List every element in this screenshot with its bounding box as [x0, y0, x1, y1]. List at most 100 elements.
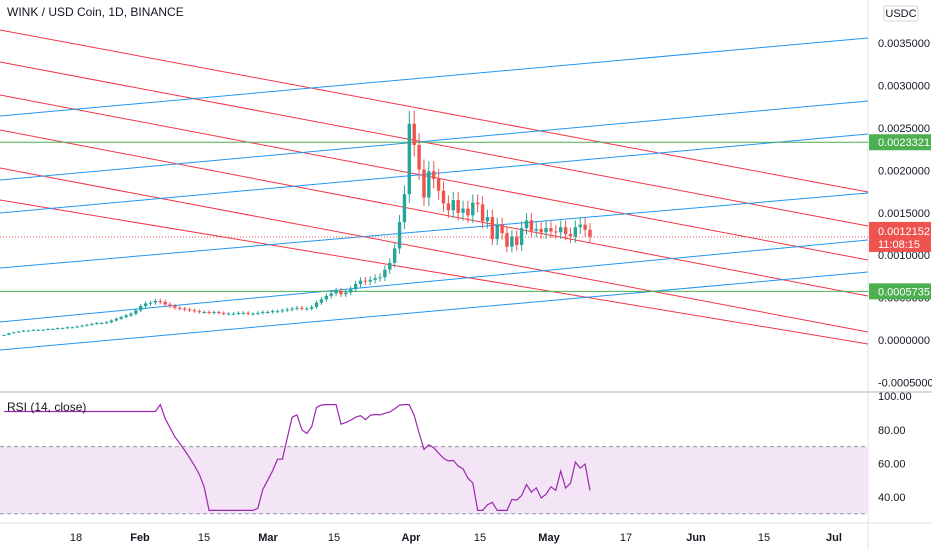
blue-trend-line[interactable]	[0, 37, 869, 117]
candle-body	[373, 278, 377, 280]
candle-body	[51, 328, 55, 330]
candle-body	[329, 293, 333, 296]
candle-body	[568, 234, 573, 237]
candle-body	[510, 236, 514, 247]
candle-body	[65, 327, 70, 329]
candle-body	[90, 323, 94, 325]
red-trend-line[interactable]	[0, 29, 869, 193]
candle-body	[480, 204, 485, 222]
candle-body	[31, 329, 36, 331]
blue-trend-line[interactable]	[0, 239, 869, 323]
currency-label: USDC	[885, 8, 916, 20]
price-tag[interactable]	[869, 283, 931, 300]
candle-body	[202, 312, 206, 314]
candle-body	[573, 227, 578, 237]
candle-body	[475, 202, 480, 205]
candle-body	[490, 217, 495, 240]
candle-body	[163, 301, 167, 305]
countdown-label: 11:08:15	[878, 239, 920, 251]
candlesticks-layer	[2, 110, 592, 336]
candle-body	[114, 318, 119, 321]
candle-body	[334, 290, 338, 294]
candle-body	[36, 329, 40, 331]
price-tick-label: 0.0025000	[878, 123, 930, 135]
candle-body	[515, 236, 519, 246]
candle-body	[2, 334, 6, 336]
red-trend-line[interactable]	[0, 199, 869, 345]
time-tick-label: Mar	[258, 532, 278, 544]
candle-body	[290, 308, 294, 310]
red-trend-line[interactable]	[0, 61, 869, 227]
candle-body	[109, 320, 114, 323]
rsi-tick-label: 60.00	[878, 458, 906, 470]
candle-body	[129, 313, 133, 316]
candle-body	[168, 304, 172, 307]
price-tick-label: 0.0000000	[878, 335, 930, 347]
candle-body	[461, 208, 465, 213]
candle-body	[529, 220, 534, 231]
time-tick-label: May	[538, 532, 560, 544]
price-axis[interactable]: 0.0035000 0.0030000 0.0025000 0.0020000 0.00…	[869, 38, 932, 389]
candle-body	[26, 330, 31, 332]
candle-body	[246, 312, 250, 314]
time-tick-label: 15	[328, 532, 340, 544]
candle-body	[119, 317, 123, 319]
candle-body	[236, 312, 241, 314]
candle-body	[226, 313, 231, 315]
candle-body	[85, 324, 89, 326]
candle-body	[21, 330, 26, 332]
candle-body	[383, 269, 387, 278]
candle-body	[466, 208, 470, 216]
candle-body	[261, 312, 265, 314]
rsi-tick-label: 80.00	[878, 425, 906, 437]
currency-badge[interactable]	[883, 5, 919, 22]
candle-body	[256, 312, 260, 314]
blue-trend-line[interactable]	[0, 100, 869, 181]
candle-body	[300, 307, 304, 309]
candle-body	[544, 228, 548, 233]
horizontal-levels-layer	[0, 141, 868, 292]
candle-body	[427, 171, 431, 198]
price-tag[interactable]	[869, 134, 931, 151]
blue-trend-line[interactable]	[0, 271, 869, 351]
time-tick-label: 15	[758, 532, 770, 544]
candle-body	[436, 178, 441, 191]
candle-body	[505, 233, 509, 247]
price-tag-label: 0.0023321	[878, 137, 930, 149]
candle-body	[407, 123, 412, 195]
candle-body	[197, 311, 202, 313]
candle-body	[212, 312, 216, 314]
candle-body	[563, 227, 568, 234]
candle-body	[16, 331, 21, 333]
time-tick-label: Feb	[130, 532, 150, 544]
time-tick-label: Jun	[686, 532, 706, 544]
candle-body	[500, 224, 504, 234]
candle-body	[241, 312, 245, 314]
rsi-line	[4, 403, 591, 511]
candle-body	[178, 307, 182, 309]
candle-body	[358, 280, 363, 285]
candle-body	[412, 123, 416, 145]
candle-body	[549, 228, 553, 232]
candle-body	[148, 302, 153, 304]
candle-body	[251, 313, 255, 315]
candle-body	[368, 279, 372, 282]
time-axis[interactable]: 18 Feb 15 Mar 15 Apr 15 May 17 Jun 15 Jul	[70, 532, 842, 544]
price-tag[interactable]	[869, 221, 931, 252]
candle-body	[280, 310, 285, 312]
candle-body	[519, 228, 524, 246]
rsi-label: RSI (14, close)	[7, 400, 86, 414]
red-trend-line[interactable]	[0, 129, 869, 297]
candle-body	[99, 323, 104, 325]
candle-body	[344, 292, 348, 295]
candle-body	[422, 169, 426, 198]
candle-body	[124, 315, 128, 318]
red-trend-line[interactable]	[0, 167, 869, 333]
candle-body	[417, 144, 421, 170]
candle-body	[173, 306, 177, 308]
candle-body	[583, 224, 587, 230]
candle-body	[388, 262, 392, 270]
candle-body	[182, 308, 187, 310]
candle-body	[402, 194, 407, 223]
blue-trend-line[interactable]	[0, 192, 869, 269]
